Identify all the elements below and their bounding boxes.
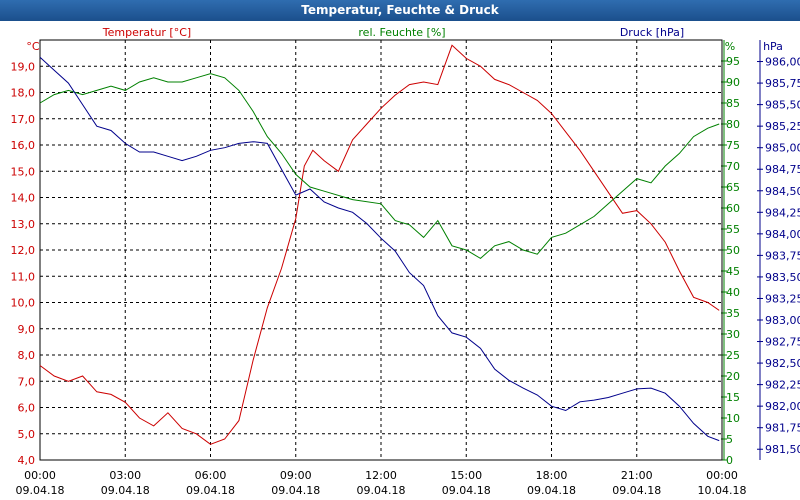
x-tick-date: 09.04.18 — [527, 484, 576, 497]
temperature-tick-label: 10,0 — [11, 297, 36, 310]
x-tick-time: 12:00 — [365, 469, 397, 482]
x-tick-date: 09.04.18 — [186, 484, 235, 497]
window-title: Temperatur, Feuchte & Druck — [0, 0, 800, 21]
temperature-tick-label: 15,0 — [11, 165, 36, 178]
pressure-tick-label: 984,50 — [765, 185, 800, 198]
humidity-tick-label: 25 — [726, 349, 740, 362]
axes — [39, 39, 763, 461]
pressure-tick-label: 982,00 — [765, 400, 800, 413]
x-tick-time: 03:00 — [109, 469, 141, 482]
pressure-tick-label: 985,50 — [765, 99, 800, 112]
temperature-tick-label: 9,0 — [18, 323, 36, 336]
temperature-tick-label: 19,0 — [11, 60, 36, 73]
series-lines — [39, 44, 720, 445]
grid-lines — [40, 40, 722, 461]
humidity-tick-label: 65 — [726, 181, 740, 194]
temperature-tick-label: 17,0 — [11, 113, 36, 126]
x-tick-date: 09.04.18 — [16, 484, 65, 497]
x-tick-time: 06:00 — [195, 469, 227, 482]
pressure-tick-label: 986,00 — [765, 56, 800, 69]
humidity-tick-label: 95 — [726, 55, 740, 68]
pressure-line — [39, 56, 720, 442]
humidity-tick-label: 60 — [726, 202, 740, 215]
tick-labels: 4,0 5,0 6,0 7,0 8,0 9,0 10,0 11,0 12,0 13,0 14,0 15… — [11, 55, 800, 497]
temperature-tick-label: 11,0 — [11, 270, 36, 283]
humidity-tick-label: 10 — [726, 412, 740, 425]
temperature-tick-label: 8,0 — [18, 349, 36, 362]
temperature-tick-label: 13,0 — [11, 218, 36, 231]
temperature-tick-label: 18,0 — [11, 87, 36, 100]
pressure-tick-label: 985,75 — [765, 77, 800, 90]
humidity-tick-label: 30 — [726, 328, 740, 341]
x-tick-time: 00:00 — [24, 469, 56, 482]
x-tick-date: 09.04.18 — [101, 484, 150, 497]
pressure-unit: hPa — [763, 40, 783, 53]
humidity-tick-label: 55 — [726, 223, 740, 236]
humidity-unit: % — [725, 40, 735, 53]
pressure-tick-label: 985,00 — [765, 142, 800, 155]
pressure-tick-label: 983,25 — [765, 292, 800, 305]
x-tick-time: 18:00 — [536, 469, 568, 482]
temperature-tick-label: 14,0 — [11, 192, 36, 205]
humidity-tick-label: 80 — [726, 118, 740, 131]
humidity-tick-label: 15 — [726, 391, 740, 404]
humidity-tick-label: 40 — [726, 286, 740, 299]
x-tick-date: 09.04.18 — [612, 484, 661, 497]
humidity-tick-label: 50 — [726, 244, 740, 257]
pressure-tick-label: 983,75 — [765, 249, 800, 262]
humidity-line — [39, 73, 720, 260]
temperature-axis-label: Temperatur [°C] — [102, 26, 191, 39]
humidity-tick-label: 90 — [726, 76, 740, 89]
humidity-tick-label: 35 — [726, 307, 740, 320]
pressure-tick-label: 983,50 — [765, 271, 800, 284]
temperature-tick-label: 16,0 — [11, 139, 36, 152]
pressure-tick-label: 984,25 — [765, 206, 800, 219]
x-tick-time: 00:00 — [706, 469, 738, 482]
x-tick-date: 09.04.18 — [271, 484, 320, 497]
pressure-tick-label: 981,50 — [765, 443, 800, 456]
pressure-tick-label: 982,50 — [765, 357, 800, 370]
x-tick-date: 09.04.18 — [442, 484, 491, 497]
temperature-tick-label: 12,0 — [11, 244, 36, 257]
humidity-tick-label: 20 — [726, 370, 740, 383]
pressure-tick-label: 983,00 — [765, 314, 800, 327]
pressure-tick-label: 982,75 — [765, 336, 800, 349]
humidity-axis-label: rel. Feuchte [%] — [358, 26, 445, 39]
x-tick-time: 15:00 — [450, 469, 482, 482]
temperature-tick-label: 4,0 — [18, 454, 36, 467]
temperature-line — [39, 44, 720, 445]
humidity-tick-label: 0 — [726, 454, 733, 467]
pressure-tick-label: 984,75 — [765, 163, 800, 176]
pressure-tick-label: 982,25 — [765, 379, 800, 392]
temperature-tick-label: 7,0 — [18, 375, 36, 388]
humidity-tick-label: 5 — [726, 433, 733, 446]
x-tick-time: 09:00 — [280, 469, 312, 482]
humidity-tick-label: 70 — [726, 160, 740, 173]
x-tick-date: 09.04.18 — [357, 484, 406, 497]
temperature-unit: °C — [26, 40, 40, 53]
humidity-tick-label: 85 — [726, 97, 740, 110]
pressure-tick-label: 985,25 — [765, 120, 800, 133]
pressure-tick-label: 984,00 — [765, 228, 800, 241]
temperature-tick-label: 5,0 — [18, 428, 36, 441]
pressure-axis-label: Druck [hPa] — [620, 26, 684, 39]
x-tick-date: 10.04.18 — [698, 484, 747, 497]
temperature-tick-label: 6,0 — [18, 402, 36, 415]
x-tick-time: 21:00 — [621, 469, 653, 482]
plot-frame — [39, 39, 723, 461]
humidity-tick-label: 45 — [726, 265, 740, 278]
humidity-tick-label: 75 — [726, 139, 740, 152]
pressure-tick-label: 981,75 — [765, 422, 800, 435]
